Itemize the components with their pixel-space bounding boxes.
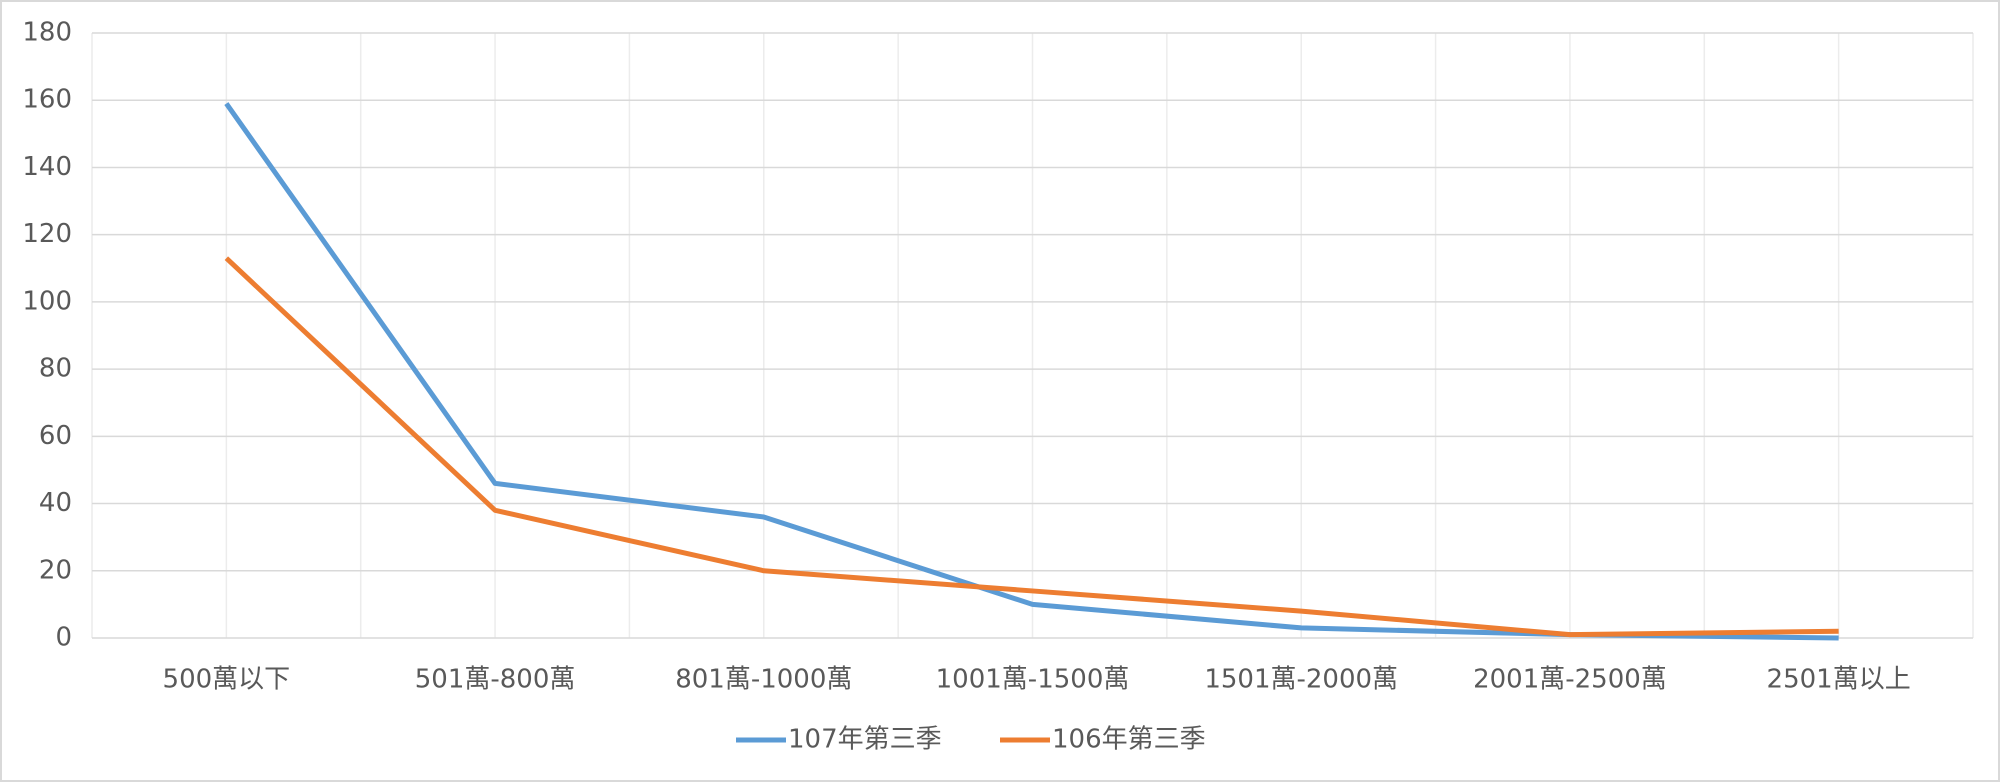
x-tick-label: 500萬以下 bbox=[163, 665, 291, 695]
y-tick-label: 120 bbox=[22, 219, 72, 249]
y-tick-label: 0 bbox=[55, 623, 72, 653]
y-tick-label: 100 bbox=[22, 286, 72, 316]
y-tick-label: 80 bbox=[39, 354, 72, 384]
x-tick-label: 2501萬以上 bbox=[1767, 665, 1911, 695]
y-tick-label: 20 bbox=[39, 555, 72, 585]
y-tick-label: 160 bbox=[22, 85, 72, 115]
data-line bbox=[224, 256, 1839, 638]
legend-label: 107年第三季 bbox=[788, 725, 942, 755]
x-tick-label: 501萬-800萬 bbox=[415, 665, 576, 695]
x-tick-label: 1001萬-1500萬 bbox=[936, 665, 1130, 695]
y-tick-label: 180 bbox=[22, 18, 72, 48]
y-tick-label: 60 bbox=[39, 421, 72, 451]
y-tick-label: 140 bbox=[22, 152, 72, 182]
x-tick-label: 2001萬-2500萬 bbox=[1473, 665, 1667, 695]
y-tick-label: 40 bbox=[39, 488, 72, 518]
x-tick-label: 801萬-1000萬 bbox=[675, 665, 852, 695]
legend-label: 106年第三季 bbox=[1052, 725, 1206, 755]
x-tick-label: 1501萬-2000萬 bbox=[1204, 665, 1398, 695]
